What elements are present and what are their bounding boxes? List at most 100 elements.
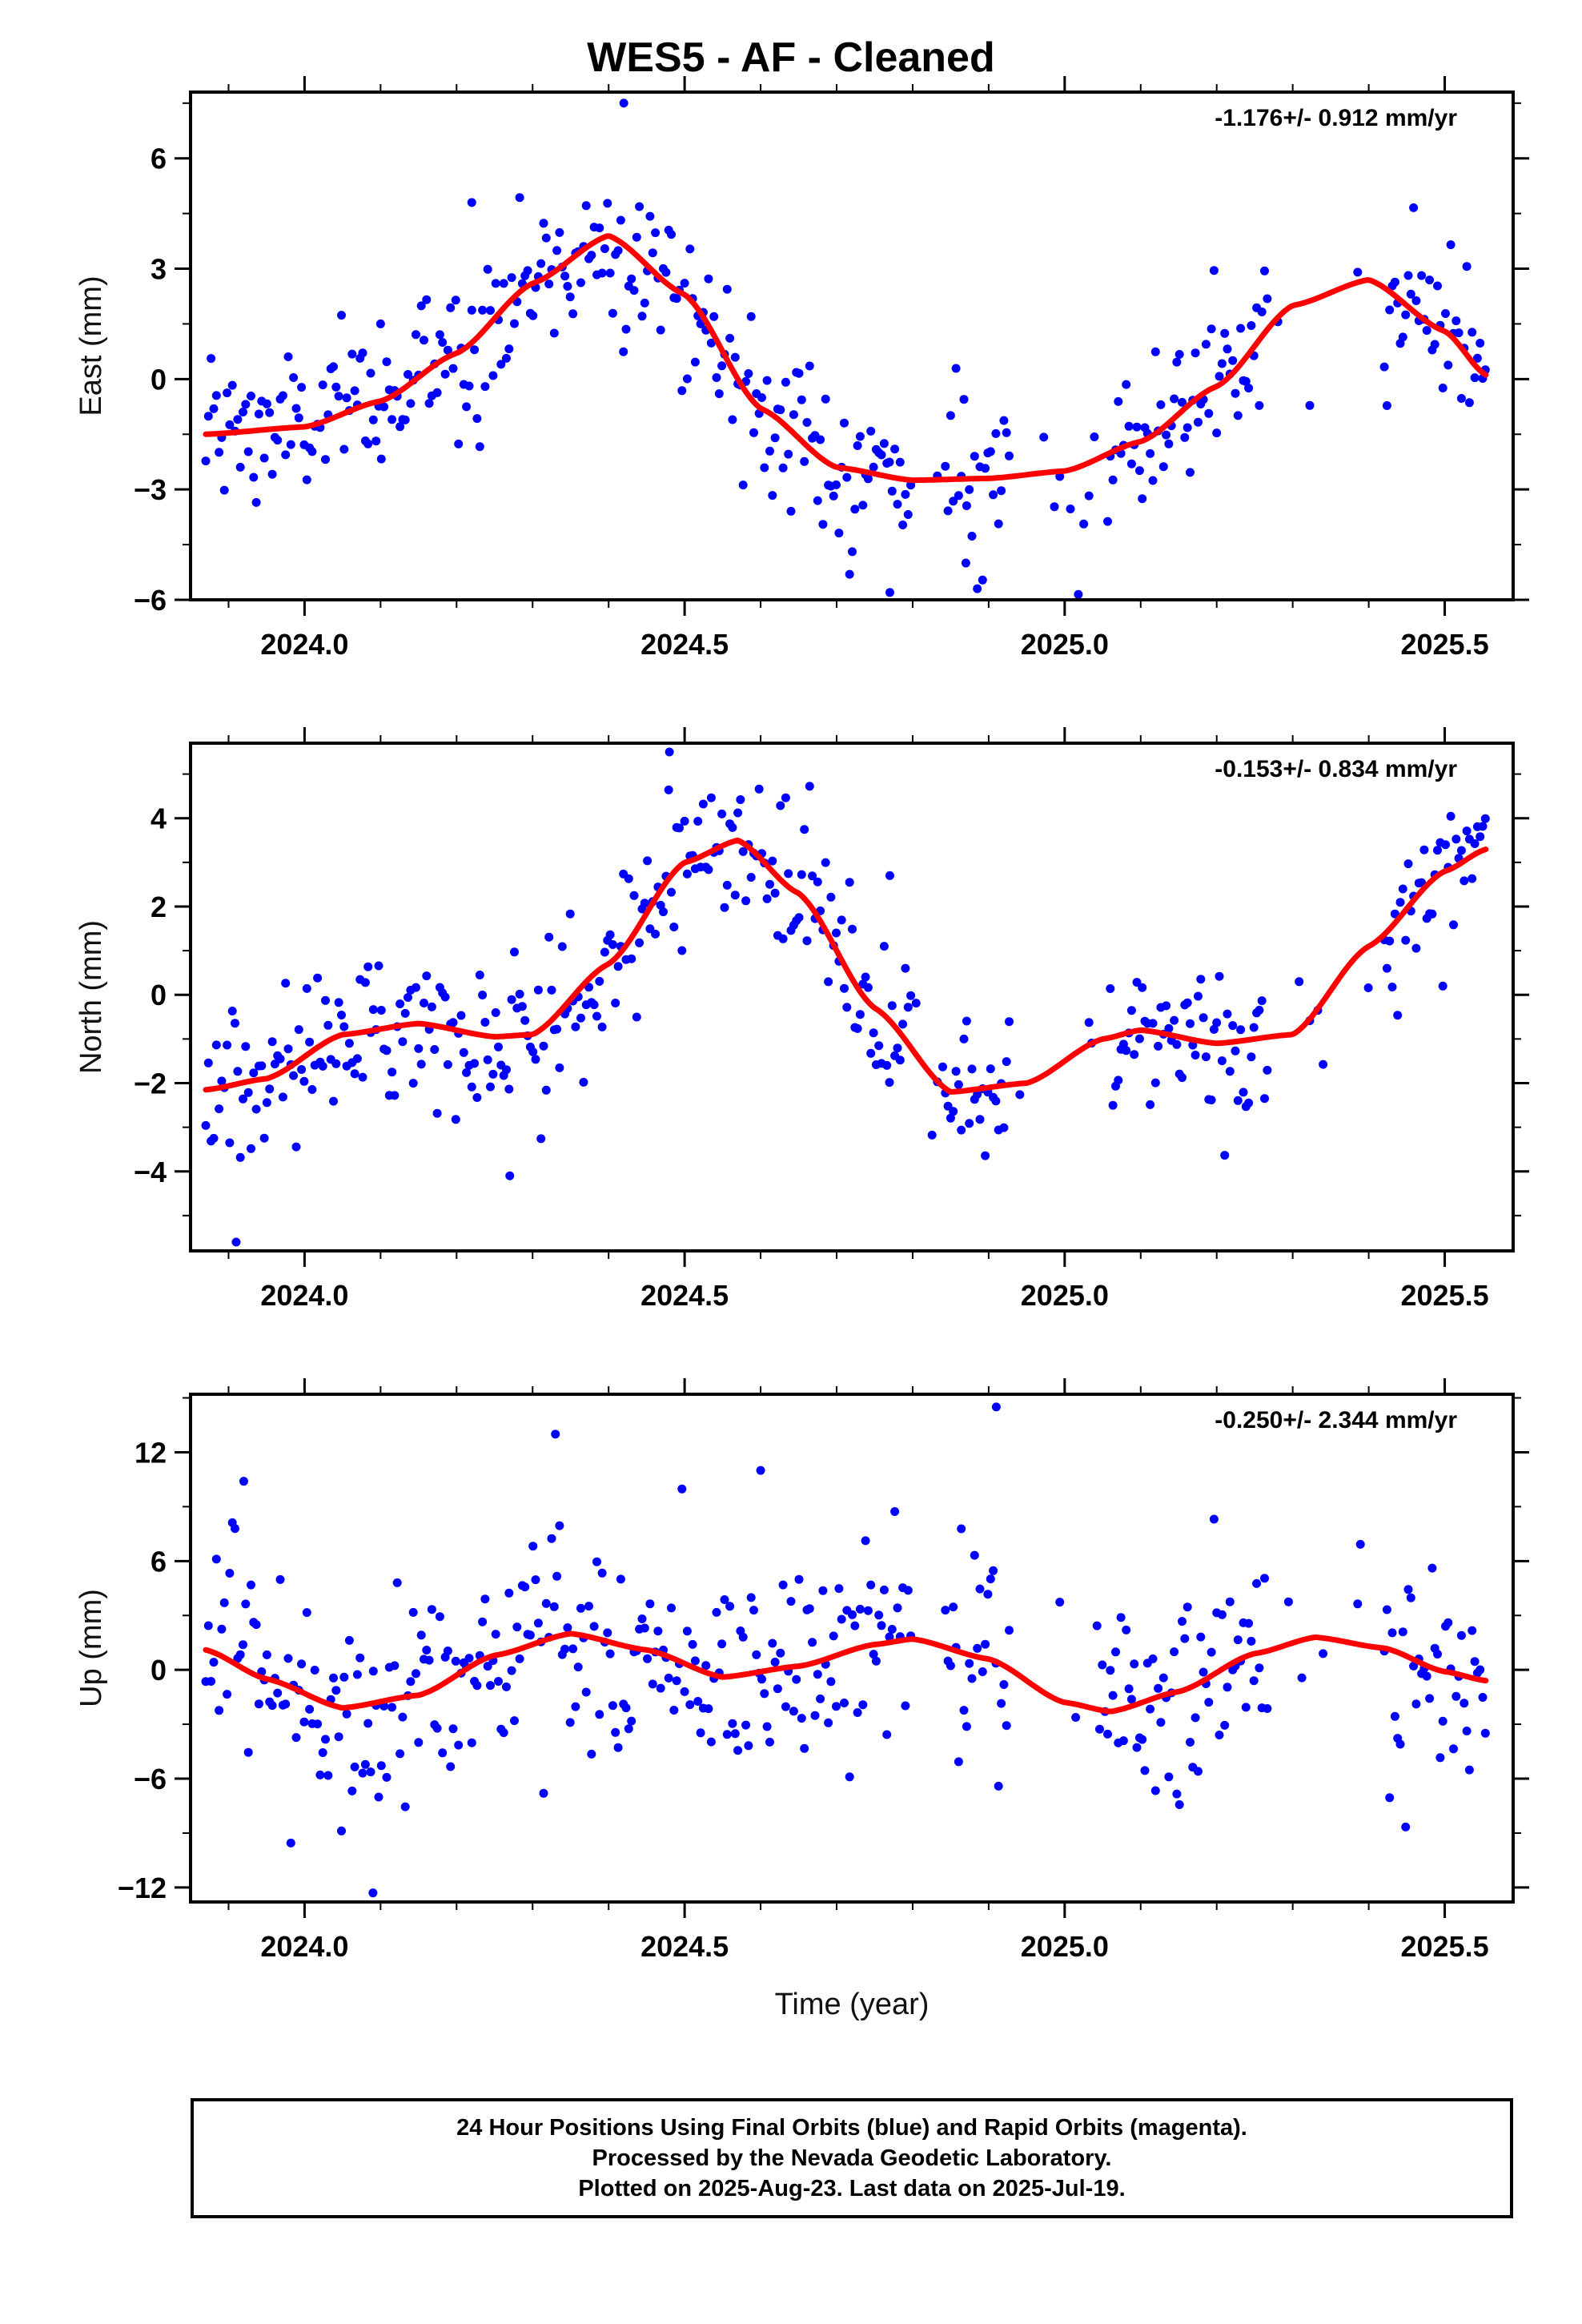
data-point: [408, 1607, 418, 1617]
data-point: [247, 392, 255, 400]
data-point: [281, 450, 291, 460]
data-point: [818, 520, 828, 529]
data-point: [1244, 1098, 1254, 1108]
data-point: [1468, 874, 1477, 883]
data-point: [502, 1682, 511, 1691]
data-point: [1178, 1073, 1186, 1083]
data-point: [595, 1710, 604, 1719]
data-point: [680, 816, 689, 826]
data-point: [725, 1602, 735, 1611]
data-point: [1164, 439, 1174, 448]
x-axis-title: Time (year): [775, 1988, 930, 2021]
data-point: [504, 1084, 514, 1094]
data-point: [1186, 1738, 1195, 1747]
data-point: [435, 330, 444, 340]
data-point: [762, 376, 772, 385]
data-point: [350, 386, 359, 396]
data-point: [840, 983, 849, 993]
data-point: [1443, 1618, 1453, 1627]
data-point: [1231, 388, 1240, 398]
data-point: [680, 279, 689, 288]
data-point: [754, 784, 764, 794]
data-point: [265, 408, 275, 417]
data-point: [1470, 839, 1480, 848]
data-point: [688, 1639, 697, 1649]
data-point: [281, 1699, 291, 1709]
data-point: [1170, 1647, 1179, 1657]
data-point: [1231, 1046, 1240, 1055]
data-point: [712, 1607, 721, 1617]
data-point: [1305, 400, 1315, 410]
data-point: [1002, 428, 1011, 437]
data-point: [949, 1602, 958, 1612]
data-point: [1150, 1786, 1160, 1795]
data-point: [1401, 1822, 1411, 1831]
data-point: [475, 442, 484, 452]
data-point: [651, 929, 661, 939]
data-point: [1122, 1046, 1131, 1055]
data-point: [520, 1015, 530, 1025]
data-point: [608, 1701, 617, 1711]
data-point: [722, 284, 732, 294]
data-point: [1162, 1001, 1171, 1011]
data-point: [525, 1630, 535, 1640]
data-point: [808, 1638, 817, 1647]
data-point: [1470, 1657, 1480, 1667]
data-point: [608, 308, 617, 318]
x-tick-label: 2025.0: [1021, 1930, 1109, 1963]
data-point: [219, 485, 229, 495]
data-point: [486, 1681, 495, 1691]
data-point: [901, 1701, 910, 1711]
data-point: [366, 368, 375, 378]
data-point: [866, 1580, 876, 1590]
data-point: [1071, 1713, 1081, 1722]
data-point: [321, 995, 330, 1005]
data-point: [323, 1771, 333, 1780]
data-point: [810, 1711, 820, 1720]
data-point: [855, 432, 865, 441]
data-point: [1126, 1006, 1136, 1015]
data-point: [728, 822, 737, 832]
data-point: [619, 347, 628, 356]
data-point: [611, 999, 620, 1007]
data-point: [954, 491, 963, 501]
data-point: [826, 1677, 836, 1687]
data-point: [339, 444, 349, 454]
data-point: [291, 1733, 301, 1743]
data-point: [483, 1662, 492, 1671]
data-point: [605, 1649, 615, 1659]
data-point: [251, 1620, 261, 1630]
data-point: [1002, 1721, 1011, 1731]
data-point: [1385, 305, 1395, 315]
data-point: [1095, 1724, 1104, 1734]
y-tick-label: 12: [135, 1436, 167, 1469]
data-point: [978, 1667, 987, 1676]
data-point: [1122, 380, 1131, 389]
data-point: [962, 501, 971, 510]
data-point: [480, 1594, 490, 1604]
data-point: [834, 529, 844, 538]
data-point: [725, 333, 735, 343]
data-point: [438, 1748, 448, 1758]
data-point: [1403, 271, 1413, 280]
data-point: [768, 1638, 777, 1648]
data-point: [1464, 398, 1474, 408]
data-point: [643, 1654, 652, 1663]
data-point: [259, 1133, 269, 1143]
data-point: [682, 869, 692, 879]
data-point: [1156, 1718, 1166, 1727]
data-point: [1446, 811, 1456, 821]
data-point: [294, 1025, 303, 1035]
data-point: [565, 292, 575, 302]
data-point: [1191, 1051, 1200, 1059]
data-point: [1319, 1649, 1328, 1659]
data-point: [215, 1104, 224, 1114]
x-tick-label: 2025.5: [1400, 1930, 1488, 1963]
data-point: [404, 370, 412, 379]
data-point: [363, 439, 373, 448]
data-point: [1066, 505, 1075, 513]
data-point: [528, 1047, 538, 1056]
data-point: [840, 418, 849, 428]
data-point: [207, 1677, 216, 1686]
x-tick-label: 2024.0: [260, 628, 348, 661]
